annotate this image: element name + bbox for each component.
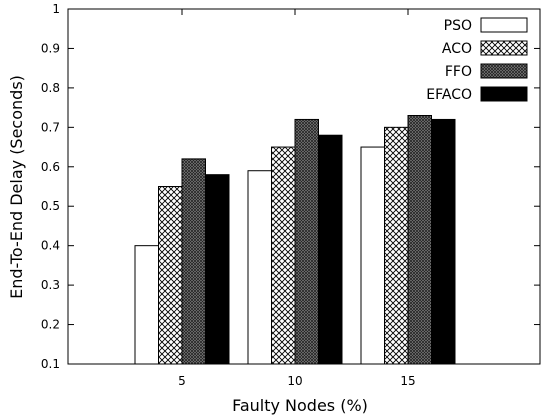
bar-pso-15 [360, 146, 385, 365]
bar-ffo-5 [181, 158, 206, 365]
bars-layer [134, 115, 456, 365]
bar-efaco-5 [205, 174, 230, 365]
y-tick-label: 0.2 [41, 318, 60, 332]
bar-aco-5 [158, 186, 183, 365]
legend-swatch-ffo [480, 63, 528, 79]
bar-ffo-15 [407, 115, 432, 365]
y-tick-label: 0.3 [41, 278, 60, 292]
x-axis-title: Faulty Nodes (%) [232, 396, 368, 415]
bar-efaco-15 [431, 118, 456, 365]
y-tick-label: 0.5 [41, 199, 60, 213]
legend-label-efaco: EFACO [426, 87, 472, 103]
plot-frame [67, 8, 541, 365]
bar-ffo-10 [294, 118, 319, 365]
legend-swatch-pso [480, 17, 528, 33]
axes: 0.10.20.30.40.50.60.70.80.915 10 15 [41, 2, 541, 388]
legend-label-pso: PSO [444, 18, 472, 34]
bar-pso-10 [247, 170, 272, 365]
legend-swatch-efaco [480, 86, 528, 102]
y-axis-title: End-To-End Delay (Seconds) [7, 75, 26, 299]
x-tick-label: 15 [400, 374, 415, 388]
y-tick-label: 0.6 [41, 160, 60, 174]
x-tick-label: 5 [178, 374, 186, 388]
y-tick-label: 0.1 [41, 357, 60, 371]
y-tick-label: 0.8 [41, 81, 60, 95]
legend-label-ffo: FFO [445, 64, 472, 80]
y-tick-label: 1 [52, 2, 60, 16]
bar-aco-15 [384, 126, 409, 365]
bar-efaco-10 [318, 134, 343, 365]
y-tick-label: 0.4 [41, 239, 60, 253]
legend-label-aco: ACO [442, 41, 472, 57]
legend: PSO ACO FFO EFACO [426, 17, 528, 103]
legend-swatch-aco [480, 40, 528, 56]
bar-pso-5 [134, 245, 159, 365]
y-tick-label: 0.7 [41, 120, 60, 134]
y-tick-label: 0.9 [41, 41, 60, 55]
x-tick-label: 10 [287, 374, 302, 388]
bar-aco-10 [271, 146, 296, 365]
